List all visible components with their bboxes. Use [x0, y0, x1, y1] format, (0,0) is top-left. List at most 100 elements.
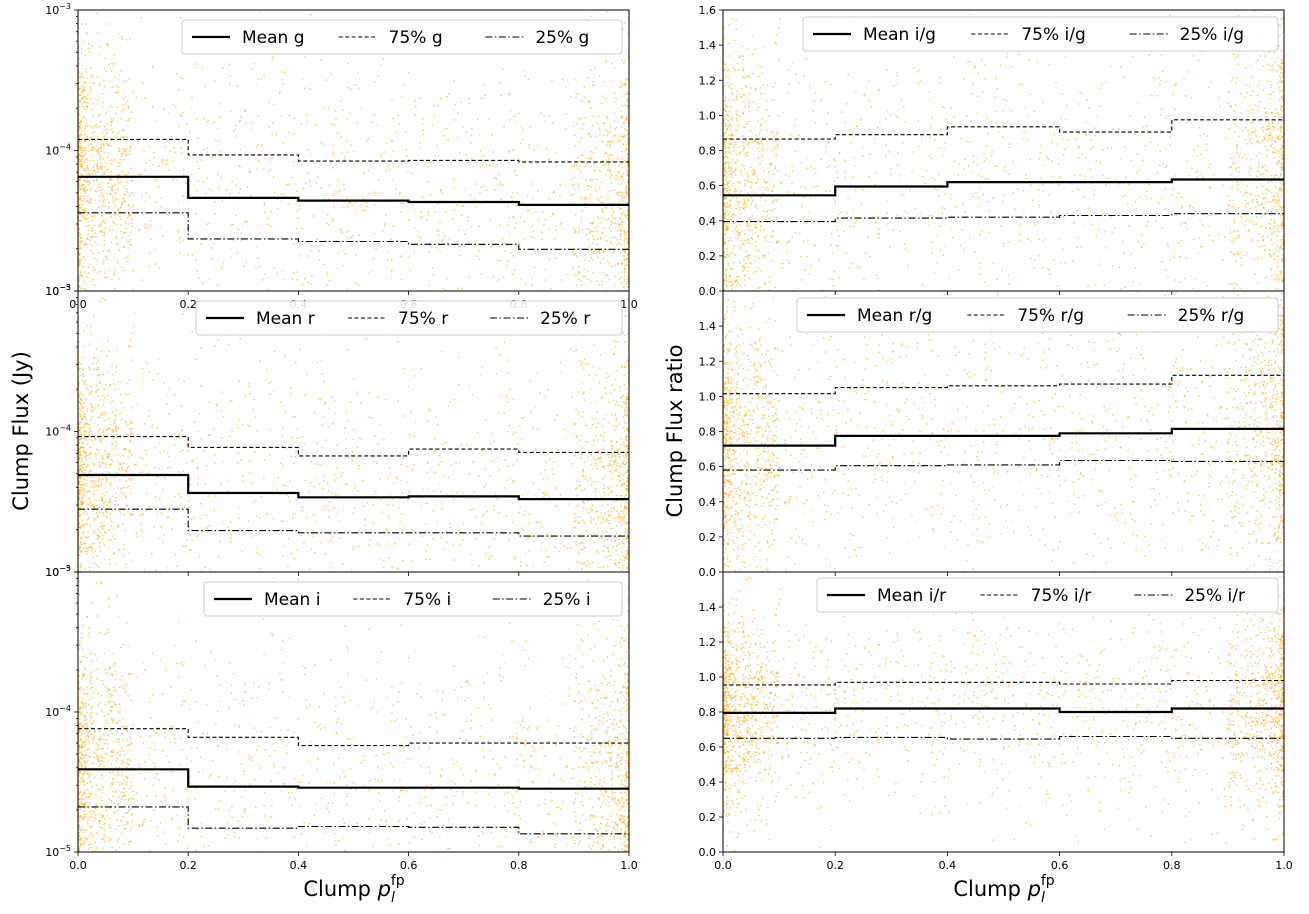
y-tick-label: 0.6 — [699, 180, 717, 193]
scatter-points — [78, 291, 629, 572]
x-label-superscript: fp — [391, 873, 405, 889]
y-tick-label: 0.0 — [699, 285, 717, 298]
x-label-main: Clump — [303, 877, 377, 901]
y-tick-label: 0.2 — [699, 531, 717, 544]
legend-label: Mean g — [242, 28, 305, 48]
y-tick-label: 1.0 — [699, 671, 717, 684]
y-tick-label: 10−5 — [45, 564, 71, 579]
legend-label: 75% g — [389, 28, 443, 48]
series-line-solid — [78, 768, 629, 790]
x-tick-label: 0.6 — [1051, 859, 1069, 872]
x-tick-label: 1.0 — [620, 859, 638, 872]
y-tick-label: 0.6 — [699, 461, 717, 474]
series-line-dashed — [78, 436, 629, 457]
legend: Mean r/g 75% r/g 25% r/g — [796, 297, 1279, 333]
series-line-dashdot — [723, 735, 1284, 740]
y-tick-label: 0.0 — [699, 566, 717, 579]
scatter-points — [78, 576, 629, 852]
legend-label: 25% r — [540, 309, 590, 329]
x-label-symbol: p — [377, 877, 391, 901]
legend: Mean g 75% g 25% g — [181, 19, 623, 55]
y-tick-label: 1.6 — [699, 4, 717, 17]
panel-right-bottom: 0.0 0.2 0.4 0.6 0.8 1.0 1.2 1.4 0.0 0.2 0.4 0.6 0.8 1… — [699, 571, 1293, 872]
x-tick-label: 0.6 — [400, 859, 418, 872]
y-tick-label: 0.2 — [699, 250, 717, 263]
y-tick-label: 10−3 — [45, 283, 71, 298]
y-tick-label: 1.2 — [699, 355, 717, 368]
scatter-points — [723, 572, 1284, 852]
y-tick-label: 0.4 — [699, 496, 717, 509]
y-tick-label: 0.8 — [699, 426, 717, 439]
legend-label: 75% r — [398, 309, 448, 329]
legend-label: 75% i/g — [1021, 25, 1085, 45]
y-tick-label: 10−5 — [45, 283, 71, 298]
y-tick-label: 1.4 — [699, 39, 717, 52]
legend-box — [802, 16, 1279, 52]
x-label-subscript: l — [391, 890, 395, 906]
y-tick-label: 0.6 — [699, 741, 717, 754]
y-tick-label: 1.2 — [699, 74, 717, 87]
x-tick-label: 0.2 — [179, 298, 197, 311]
y-tick-label: 0.0 — [699, 846, 717, 859]
series-line-solid — [78, 175, 629, 206]
legend-label: 75% r/g — [1017, 306, 1084, 326]
series-line-dashed — [723, 119, 1284, 140]
y-tick-label: 1.0 — [699, 109, 717, 122]
panel-right-middle: 0.0 0.2 0.4 0.6 0.8 1.0 1.2 1.4 Mean r/g 75% r/g 2… — [699, 290, 1285, 579]
y-tick-label: 0.8 — [699, 145, 717, 158]
legend-label: Mean i/g — [863, 25, 936, 45]
y-tick-label: 1.4 — [699, 601, 717, 614]
series-line-solid — [723, 427, 1284, 447]
y-tick-label: 1.0 — [699, 390, 717, 403]
series-line-dashdot — [723, 459, 1284, 471]
series-line-dashdot — [723, 213, 1284, 223]
panel-left-middle: 10−5 10−4 10−3 Mean r 75% r 25% r — [45, 283, 630, 579]
y-tick-label: 10−3 — [45, 564, 71, 579]
legend-label: 25% i — [543, 590, 591, 610]
series-line-solid — [723, 707, 1284, 714]
y-tick-label: 0.8 — [699, 706, 717, 719]
x-label-main: Clump — [953, 877, 1027, 901]
legend-label: 25% r/g — [1178, 306, 1245, 326]
legend: Mean i/r 75% i/r 25% i/r — [816, 577, 1279, 613]
legend-label: 25% i/g — [1180, 25, 1244, 45]
legend-label: 75% i/r — [1031, 586, 1092, 606]
series-line-dashed — [723, 679, 1284, 686]
series-line-dashed — [78, 728, 629, 747]
legend-label: 25% g — [535, 28, 589, 48]
series-line-dashdot — [78, 806, 629, 835]
scatter-points — [723, 291, 1284, 572]
y-tick-label: 10−4 — [45, 424, 71, 439]
x-label-subscript: l — [1041, 890, 1045, 906]
x-tick-label: 0.0 — [69, 859, 87, 872]
x-tick-label: 0.8 — [1163, 859, 1181, 872]
legend-label: Mean r/g — [857, 306, 932, 326]
right-y-axis-label: Clump Flux ratio — [663, 344, 687, 517]
panels: 10−5 10−4 10−3 0.0 0.2 0.4 0.6 0.8 1.0 Mean g 75% … — [45, 2, 1293, 872]
series-line-dashed — [78, 138, 629, 163]
x-tick-label: 0.2 — [179, 859, 197, 872]
legend-label: Mean r — [256, 309, 315, 329]
axes-frame — [722, 9, 1285, 292]
legend-box — [203, 581, 623, 617]
series-line-dashdot — [78, 508, 629, 537]
left-y-axis-label: Clump Flux (Jy) — [9, 351, 33, 511]
y-tick-label: 0.2 — [699, 811, 717, 824]
series-line-solid — [723, 178, 1284, 197]
legend: Mean i 75% i 25% i — [203, 581, 623, 617]
y-tick-label: 0.4 — [699, 776, 717, 789]
series-line-solid — [78, 473, 629, 501]
legend-box — [796, 297, 1279, 333]
x-tick-label: 1.0 — [1275, 859, 1293, 872]
legend-box — [195, 300, 623, 336]
panel-left-bottom: 10−5 10−4 10−3 0.0 0.2 0.4 0.6 0.8 1.0 Mean i 75% … — [45, 564, 638, 872]
panel-right-top: 0.0 0.2 0.4 0.6 0.8 1.0 1.2 1.4 1.6 Mean i/g 75% i… — [699, 4, 1285, 298]
legend-label: Mean i/r — [877, 586, 946, 606]
y-tick-label: 10−3 — [45, 2, 71, 17]
x-tick-label: 0.2 — [826, 859, 844, 872]
x-tick-label: 0.0 — [714, 859, 732, 872]
y-tick-label: 10−5 — [45, 844, 71, 859]
left-x-axis-label: Clump plfp — [303, 873, 404, 906]
series-line-dashed — [723, 374, 1284, 395]
